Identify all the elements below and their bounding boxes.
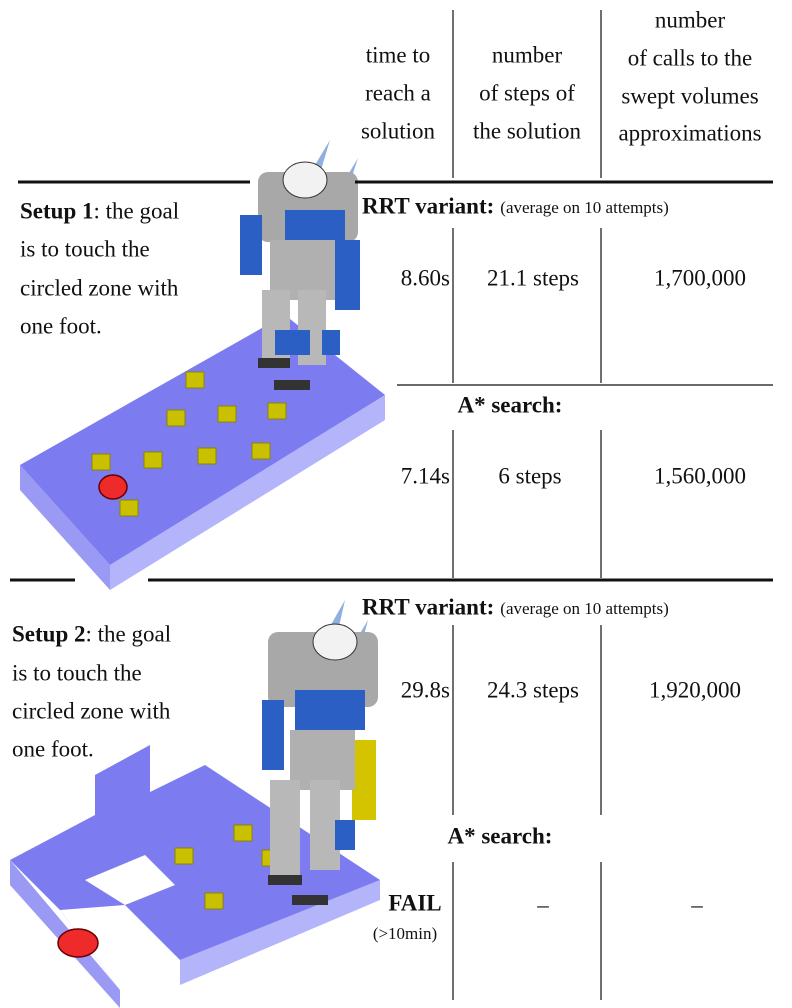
setup-text: circled zone with — [20, 275, 179, 300]
platform-1 — [20, 315, 385, 590]
setup-label: Setup 1 — [20, 198, 94, 223]
method-note: (average on 10 attempts) — [500, 198, 669, 217]
cell: 8.60s — [401, 265, 450, 290]
method-title: RRT variant: — [362, 193, 494, 218]
setup-text: : the goal — [94, 198, 180, 223]
method-title: RRT variant: — [362, 594, 494, 619]
setup-text: : the goal — [86, 621, 172, 646]
setup-text: is to touch the — [20, 236, 150, 261]
header-text: approximations — [618, 120, 761, 145]
cell: 24.3 steps — [487, 677, 579, 702]
cell: 7.14s — [401, 463, 450, 488]
header-text: solution — [361, 118, 436, 143]
cell: – — [536, 892, 549, 917]
cell: 29.8s — [401, 677, 450, 702]
header-text: of steps of — [479, 80, 575, 105]
cell: 1,700,000 — [654, 265, 746, 290]
header-text: the solution — [473, 118, 581, 143]
header-text: reach a — [365, 80, 431, 105]
cell: 6 steps — [498, 463, 561, 488]
setup-text: one foot. — [12, 736, 94, 761]
header-text: of calls to the — [628, 45, 753, 70]
setup-label: Setup 2 — [12, 621, 86, 646]
header-text: number — [655, 7, 726, 32]
cell: 1,920,000 — [649, 677, 741, 702]
header-text: number — [492, 42, 563, 67]
cell: FAIL — [388, 890, 441, 915]
method-title: A* search: — [458, 392, 563, 417]
robot-2 — [262, 600, 378, 905]
header-text: time to — [366, 42, 431, 67]
platform-2 — [10, 745, 380, 1008]
setup-text: circled zone with — [12, 698, 171, 723]
method-title: A* search: — [448, 823, 553, 848]
header-text: swept volumes — [621, 83, 758, 108]
method-note: (average on 10 attempts) — [500, 599, 669, 618]
robot-1 — [240, 140, 360, 390]
setup-text: is to touch the — [12, 660, 142, 685]
cell: – — [690, 892, 703, 917]
cell: 21.1 steps — [487, 265, 579, 290]
cell-note: (>10min) — [373, 924, 437, 943]
cell: 1,560,000 — [654, 463, 746, 488]
setup-text: one foot. — [20, 313, 102, 338]
